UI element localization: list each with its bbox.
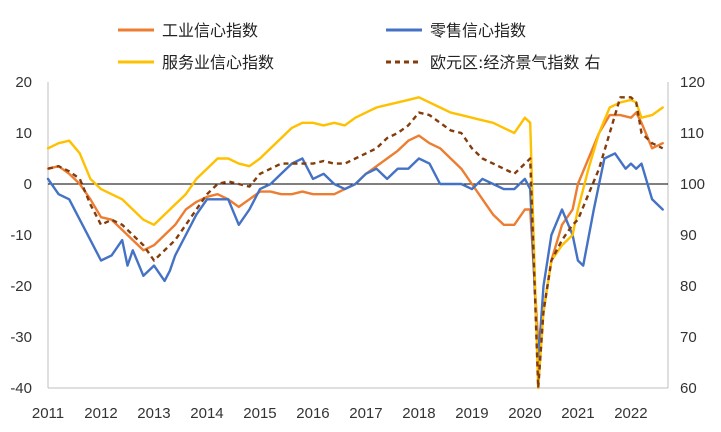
series-layer [46,96,664,390]
legend-label-1: 零售信心指数 [430,21,526,40]
y2-tick-label: 110 [680,125,704,142]
x-tick-label: 2022 [614,405,647,422]
y2-tick-label: 120 [680,74,705,91]
y2-tick-label: 70 [680,329,697,346]
axes-layer: -40 -30 -20 -10 0 10 20 60 70 80 90 100 110 120 2011 20… [10,74,705,422]
y-tick-label: -30 [10,329,32,346]
y-tick-label: 20 [15,74,32,91]
x-tick-label: 2012 [84,405,117,422]
y-tick-label: 10 [15,125,32,142]
y-tick-label: -20 [10,278,32,295]
legend-label-2: 服务业信心指数 [162,53,274,72]
x-tick-label: 2016 [296,405,329,422]
x-tick-label: 2011 [32,405,64,422]
y2-tick-label: 90 [680,227,697,244]
x-tick-label: 2021 [561,405,594,422]
y2-tick-label: 60 [680,380,697,397]
series-line-2 [46,96,664,390]
legend-label-3: 欧元区:经济景气指数 右 [430,53,600,72]
x-tick-label: 2017 [349,405,382,422]
x-tick-label: 2019 [455,405,488,422]
y-tick-label: -10 [10,227,32,244]
series-line-1 [46,152,664,364]
x-tick-label: 2020 [508,405,541,422]
x-tick-label: 2014 [190,405,223,422]
x-tick-label: 2018 [402,405,435,422]
legend-label-0: 工业信心指数 [162,21,258,40]
y-tick-label: -40 [10,380,32,397]
x-tick-label: 2015 [243,405,276,422]
y2-tick-label: 80 [680,278,697,295]
y-tick-label: 0 [24,176,32,193]
series-line-3 [47,96,664,390]
x-tick-label: 2013 [137,405,170,422]
y2-tick-label: 100 [680,176,705,193]
